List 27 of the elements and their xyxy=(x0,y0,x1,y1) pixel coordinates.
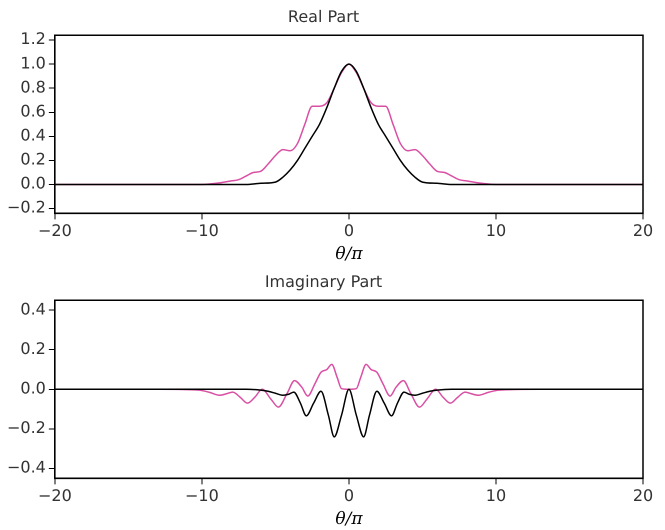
chart-title: Real Part xyxy=(288,6,360,26)
y-tick-label: 0.8 xyxy=(20,77,46,96)
y-tick-label: −0.4 xyxy=(6,458,46,477)
x-tick-label: 10 xyxy=(486,486,506,506)
x-axis-title: θ/π xyxy=(335,509,364,530)
y-tick-label: 0.4 xyxy=(20,299,46,318)
x-tick-label: 10 xyxy=(486,221,506,240)
x-tick-label: −20 xyxy=(38,221,72,240)
x-tick-label: 0 xyxy=(344,486,354,506)
y-tick-label: −0.2 xyxy=(6,198,46,217)
x-axis-title: θ/π xyxy=(335,244,364,264)
y-tick-label: −0.2 xyxy=(6,418,46,438)
y-tick-label: 0.0 xyxy=(20,174,46,193)
x-tick-label: 20 xyxy=(632,221,654,240)
y-tick-label: 0.6 xyxy=(20,101,46,120)
x-tick-label: −10 xyxy=(185,486,219,506)
y-tick-label: 0.2 xyxy=(20,150,46,169)
y-tick-label: 1.0 xyxy=(20,53,46,72)
x-tick-label: 20 xyxy=(632,486,654,506)
y-tick-label: 0.4 xyxy=(20,125,46,144)
y-tick-label: 0.0 xyxy=(20,378,46,398)
x-tick-label: −10 xyxy=(185,221,219,240)
y-tick-label: 0.2 xyxy=(20,338,46,358)
y-tick-label: 1.2 xyxy=(20,29,46,48)
x-tick-label: 0 xyxy=(344,221,354,240)
x-tick-label: −20 xyxy=(38,486,72,506)
chart-title: Imaginary Part xyxy=(264,272,382,291)
